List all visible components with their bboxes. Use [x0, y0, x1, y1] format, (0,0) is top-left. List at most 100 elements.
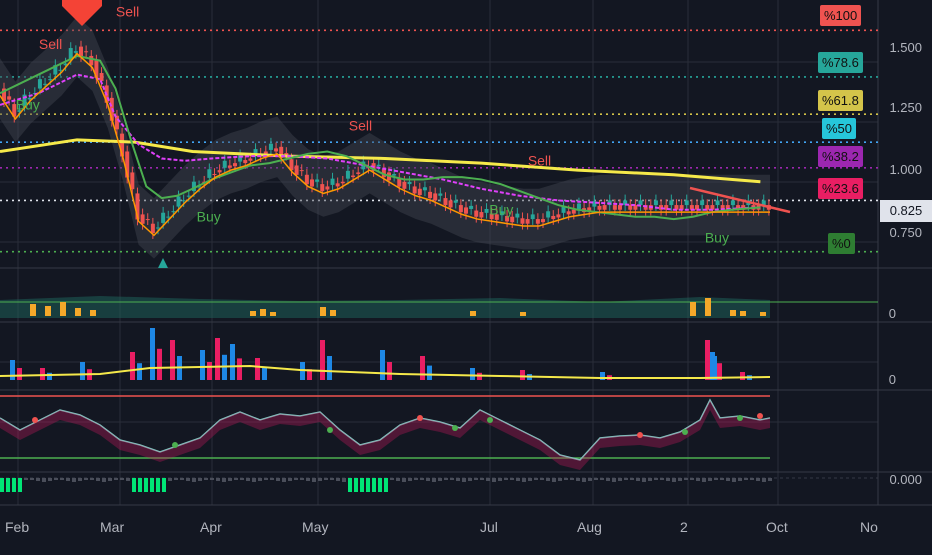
histogram-bar: [684, 478, 688, 480]
candle-body: [597, 205, 602, 210]
candle-body: [541, 219, 545, 223]
osc-dot: [637, 432, 643, 438]
candle-body: [546, 211, 551, 218]
fib-tag-50: %50: [822, 118, 857, 139]
candle-body: [114, 115, 119, 130]
current-price-badge: 0.825: [880, 200, 932, 222]
candle-body: [422, 187, 427, 191]
candle-body: [135, 193, 140, 220]
candle-body: [361, 161, 366, 170]
volume2-ma-line: [0, 364, 771, 379]
volume2-bar: [215, 338, 220, 380]
volume-axis-label: 0: [888, 306, 896, 321]
time-label: Jul: [480, 519, 498, 535]
histogram-bar: [552, 478, 556, 482]
candle-body: [166, 216, 171, 218]
histogram-bar: [258, 478, 262, 481]
histogram-bar: [762, 478, 766, 482]
candle-body: [628, 205, 633, 210]
histogram-bar: [174, 478, 178, 480]
histogram-bar: [648, 478, 652, 481]
candle-body: [94, 60, 99, 78]
volume2-bar: [237, 358, 242, 380]
volume-bar: [30, 304, 36, 316]
histogram-bar: [522, 478, 526, 482]
volume2-bar: [420, 356, 425, 380]
candle-body: [289, 159, 294, 171]
candle-body: [520, 218, 525, 224]
histogram-bar: [528, 478, 532, 481]
candle-body: [279, 146, 284, 158]
candle-body: [576, 203, 581, 209]
candle-body: [453, 200, 458, 203]
candle-body: [263, 151, 268, 155]
volume2-bar: [470, 368, 475, 380]
volume2-bar: [387, 362, 392, 380]
signal-label-sell: Sell: [528, 152, 551, 168]
histogram-bar: [474, 478, 478, 480]
volume2-bar: [17, 368, 22, 380]
candle-body: [43, 83, 48, 85]
histogram-bar: [570, 478, 574, 480]
candle-body: [181, 200, 186, 202]
volume2-bar: [307, 369, 312, 380]
candle-body: [268, 143, 273, 150]
histogram-bar: [600, 478, 604, 480]
histogram-bar: [378, 478, 382, 492]
histogram-bar: [72, 478, 76, 482]
histogram-bar: [558, 478, 562, 481]
histogram-bar: [192, 478, 196, 482]
histogram-bar: [198, 478, 202, 481]
histogram-bar: [678, 478, 682, 481]
volume2-bar: [150, 328, 155, 380]
volume2-bar: [705, 340, 710, 380]
histogram-bar: [300, 478, 304, 480]
candle-body: [191, 181, 196, 192]
histogram-bar: [660, 478, 664, 480]
histogram-bar: [264, 478, 268, 480]
time-label: Oct: [766, 519, 788, 535]
time-label: Mar: [100, 519, 125, 535]
histogram-bar: [438, 478, 442, 481]
volume-bar: [730, 310, 736, 316]
candle-body: [58, 69, 63, 71]
fib-tag-382: %38.2: [818, 146, 863, 167]
candle-body: [469, 205, 474, 209]
time-label: No: [860, 519, 878, 535]
candle-body: [217, 170, 222, 173]
signal-label-sell: Sell: [349, 118, 372, 134]
candle-body: [551, 215, 556, 220]
candle-body: [315, 179, 320, 182]
volume-bar: [690, 302, 696, 316]
volume-area: [0, 296, 770, 318]
signal-label-sell: Sell: [116, 3, 139, 19]
histogram-bar: [486, 478, 490, 481]
histogram-bar: [492, 478, 496, 482]
osc-dot: [327, 427, 333, 433]
candle-body: [17, 110, 22, 112]
histogram-bar: [288, 478, 292, 481]
histogram-bar: [330, 478, 334, 480]
volume2-bar: [710, 352, 715, 380]
candle-body: [356, 172, 361, 174]
candle-body: [140, 214, 145, 224]
histogram-bar: [582, 478, 586, 482]
candle-body: [243, 160, 248, 164]
candle-body: [407, 181, 412, 185]
candle-body: [294, 165, 299, 175]
histogram-bar: [672, 478, 676, 482]
candle-body: [320, 184, 325, 192]
candle-body: [12, 104, 17, 117]
candle-body: [433, 193, 438, 201]
histogram-bar: [726, 478, 730, 481]
osc-dot: [682, 429, 688, 435]
candle-body: [156, 227, 160, 229]
histogram-bar: [138, 478, 142, 492]
candle-body: [125, 151, 130, 178]
candle-body: [304, 174, 309, 185]
histogram-bar: [768, 478, 772, 481]
candle-body: [484, 208, 489, 213]
histogram-bar: [540, 478, 544, 480]
